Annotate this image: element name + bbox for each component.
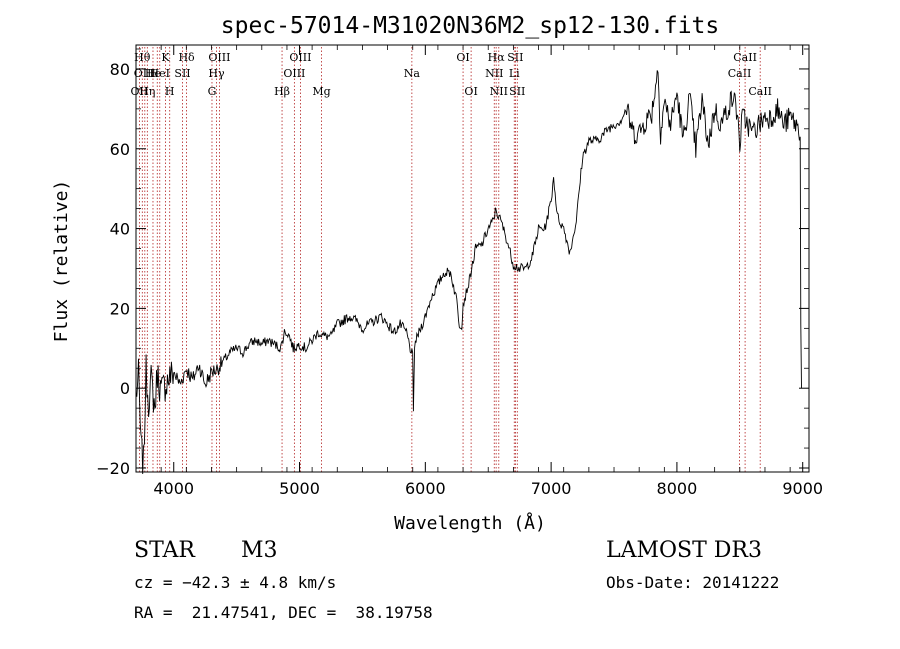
object-class: STAR bbox=[134, 538, 195, 563]
y-tick-label: 60 bbox=[110, 140, 130, 159]
line-marker-label: CaII bbox=[733, 51, 757, 64]
line-marker-label: OI bbox=[464, 85, 477, 98]
line-marker-label: OI bbox=[456, 51, 469, 64]
x-tick-label: 9000 bbox=[782, 479, 823, 498]
line-marker-label: CaII bbox=[748, 85, 772, 98]
survey-name: LAMOST DR3 bbox=[606, 538, 762, 563]
observation-date: Obs-Date: 20141222 bbox=[606, 573, 780, 592]
x-tick-label: 6000 bbox=[405, 479, 446, 498]
line-marker-label: Hθ bbox=[134, 51, 151, 64]
spectrum-line bbox=[135, 70, 802, 475]
object-subclass: M3 bbox=[241, 538, 278, 563]
coordinates: RA = 21.47541, DEC = 38.19758 bbox=[134, 603, 433, 622]
line-marker-label: OIII bbox=[283, 67, 305, 80]
line-marker-label: OII bbox=[131, 85, 149, 98]
line-marker-label: Hη bbox=[139, 85, 155, 98]
y-tick-label: 80 bbox=[110, 60, 130, 79]
chart-title: spec-57014-M31020N36M2_sp12-130.fits bbox=[221, 13, 720, 39]
line-marker-label: SII bbox=[507, 51, 523, 64]
line-marker-label: K bbox=[161, 51, 170, 64]
line-marker-label: Hβ bbox=[274, 85, 290, 98]
x-tick-label: 7000 bbox=[531, 479, 572, 498]
x-axis-label: Wavelength (Å) bbox=[394, 512, 546, 534]
line-marker-label: SII bbox=[174, 67, 190, 80]
x-tick-label: 5000 bbox=[279, 479, 320, 498]
x-tick-label: 4000 bbox=[153, 479, 194, 498]
line-marker-label: SII bbox=[509, 85, 525, 98]
line-marker-label: H bbox=[165, 85, 175, 98]
redshift-cz: cz = −42.3 ± 4.8 km/s bbox=[134, 573, 337, 592]
line-marker-label: HeI bbox=[150, 67, 170, 80]
y-tick-label: −20 bbox=[96, 459, 130, 478]
line-marker-label: Mg bbox=[312, 85, 330, 98]
y-tick-label: 20 bbox=[110, 299, 130, 318]
plot-frame bbox=[135, 44, 810, 473]
line-marker-label: OIII bbox=[208, 51, 230, 64]
line-marker-label: Hγ bbox=[208, 67, 225, 80]
line-marker-label: OIII bbox=[289, 51, 311, 64]
line-marker-label: Hα bbox=[488, 51, 506, 64]
line-marker-label: NII bbox=[485, 67, 503, 80]
line-marker-label: CaII bbox=[728, 67, 752, 80]
line-marker-label: OIII bbox=[134, 67, 156, 80]
line-marker-label: G bbox=[208, 85, 217, 98]
y-tick-label: 40 bbox=[110, 220, 130, 239]
line-marker-label: Na bbox=[404, 67, 421, 80]
line-marker-label: He bbox=[145, 67, 161, 80]
x-tick-label: 8000 bbox=[657, 479, 698, 498]
line-marker-label: Li bbox=[509, 67, 520, 80]
y-tick-label: 0 bbox=[120, 379, 130, 398]
y-axis-label: Flux (relative) bbox=[51, 180, 72, 343]
line-marker-label: NII bbox=[490, 85, 508, 98]
line-marker-label: Hδ bbox=[178, 51, 195, 64]
